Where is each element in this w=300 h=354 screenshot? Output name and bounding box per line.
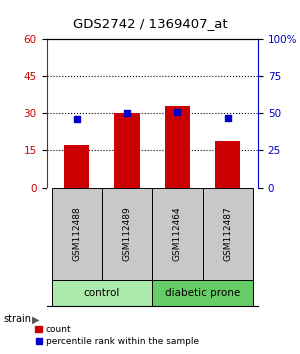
Text: control: control: [84, 288, 120, 298]
Bar: [52, 280, 152, 306]
Text: diabetic prone: diabetic prone: [165, 288, 240, 298]
Text: strain: strain: [3, 314, 31, 324]
Bar: [152, 188, 202, 280]
Bar: [152, 280, 253, 306]
Bar: [165, 106, 190, 188]
Text: GSM112489: GSM112489: [123, 206, 132, 261]
Text: GSM112464: GSM112464: [173, 206, 182, 261]
Bar: [52, 188, 102, 280]
Bar: [215, 141, 240, 188]
Text: GSM112487: GSM112487: [223, 206, 232, 261]
Bar: [102, 188, 152, 280]
Text: GDS2742 / 1369407_at: GDS2742 / 1369407_at: [73, 17, 227, 30]
Bar: [64, 145, 89, 188]
Bar: [115, 113, 140, 188]
Text: ▶: ▶: [32, 314, 39, 324]
Text: GSM112488: GSM112488: [72, 206, 81, 261]
Bar: [202, 188, 253, 280]
Legend: count, percentile rank within the sample: count, percentile rank within the sample: [32, 321, 203, 349]
